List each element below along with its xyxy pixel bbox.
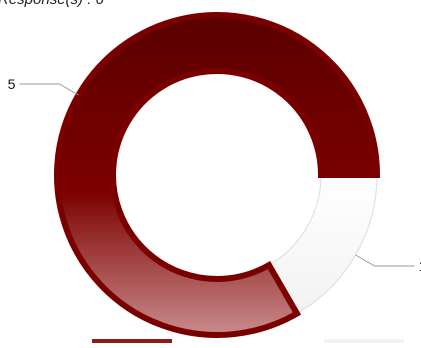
responses-caption: Response(s) : 6 xyxy=(0,0,104,8)
data-label-5: 5 xyxy=(8,76,16,92)
legend-swatch-2 xyxy=(324,339,404,347)
leader-line-1 xyxy=(355,254,415,267)
pie-slice-5[interactable] xyxy=(54,12,381,338)
legend-swatch-1 xyxy=(92,339,172,347)
leader-line-5 xyxy=(19,83,79,96)
data-label-1: 1 xyxy=(419,258,421,274)
